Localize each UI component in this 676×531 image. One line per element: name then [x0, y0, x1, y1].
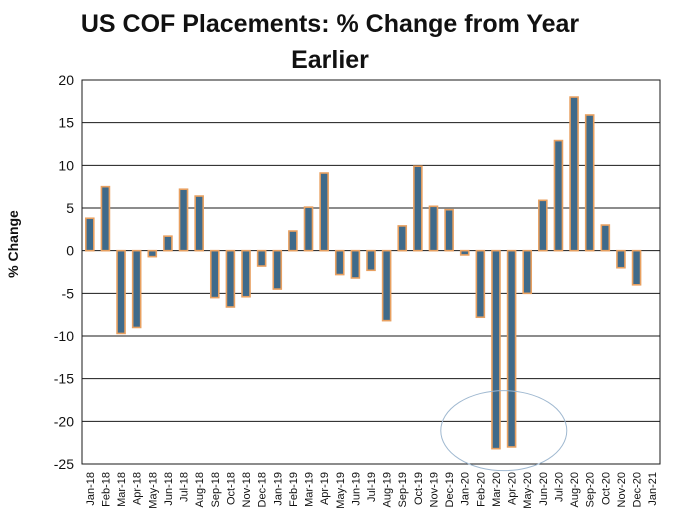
bar-oct-18 — [225, 249, 236, 308]
bar-jan-18 — [85, 217, 95, 252]
x-tick-label: Dec-20 — [632, 472, 644, 507]
bar-may-19 — [334, 249, 345, 276]
bar-sep-20 — [584, 114, 595, 252]
bar-apr-19 — [319, 172, 329, 252]
x-tick-label: Oct-19 — [413, 472, 425, 505]
bar-apr-20 — [506, 249, 517, 448]
bar-dec-20 — [631, 249, 642, 286]
y-tick-label: 0 — [66, 243, 74, 259]
x-tick-label: May-20 — [522, 472, 534, 509]
x-tick-label: Sep-19 — [397, 472, 409, 507]
bar-nov-20 — [616, 249, 626, 269]
x-tick-label: Oct-18 — [225, 472, 237, 505]
bar-may-20 — [522, 249, 533, 295]
x-tick-label: Sep-18 — [210, 472, 222, 507]
x-tick-label: Jan-19 — [272, 472, 284, 506]
x-tick-label: Jul-20 — [553, 472, 565, 502]
bar-feb-18 — [100, 185, 111, 252]
bar-jan-20 — [459, 249, 470, 256]
y-tick-label: -20 — [54, 413, 74, 429]
x-tick-label: Jun-20 — [538, 472, 550, 506]
x-tick-label: Jan-20 — [460, 472, 472, 506]
bar-jun-20 — [538, 199, 548, 252]
plot-frame — [81, 79, 661, 465]
x-tick-label: Jan-18 — [85, 472, 97, 506]
bar-mar-19 — [303, 206, 314, 252]
y-tick-label: 10 — [58, 157, 74, 173]
bar-nov-18 — [241, 249, 251, 298]
x-tick-label: Feb-18 — [100, 472, 112, 507]
bar-apr-18 — [131, 249, 142, 329]
bar-feb-20 — [475, 249, 486, 319]
x-tick-label: Mar-18 — [116, 472, 128, 507]
x-tick-label: Aug-20 — [569, 472, 581, 507]
bar-jul-18 — [178, 188, 189, 252]
bar-jul-20 — [553, 139, 564, 252]
bar-aug-18 — [194, 195, 204, 252]
bar-may-18 — [147, 249, 158, 258]
x-tick-label: Mar-19 — [304, 472, 316, 507]
x-tick-labels: Jan-18 Feb-18 Mar-18 Apr-18 May-18 Jun-18 Jul-… — [85, 472, 659, 509]
bar-dec-18 — [256, 249, 267, 267]
y-tick-label: -15 — [54, 371, 74, 387]
bar-aug-19 — [381, 249, 392, 322]
bar-aug-20 — [569, 96, 579, 252]
x-tick-label: Apr-20 — [507, 472, 519, 505]
x-tick-label: Jul-18 — [179, 472, 191, 502]
bar-jun-19 — [350, 249, 361, 279]
x-tick-label: May-19 — [335, 472, 347, 509]
highlight-ellipse — [440, 390, 568, 472]
x-tick-label: Jun-18 — [163, 472, 175, 506]
bar-jan-19 — [272, 249, 283, 290]
bar-oct-19 — [413, 165, 423, 252]
bar-mar-20 — [491, 249, 501, 450]
x-tick-label: Feb-20 — [475, 472, 487, 507]
chart-title-line-2: Earlier — [291, 46, 369, 74]
x-tick-label: Aug-19 — [382, 472, 394, 507]
x-tick-label: Jul-19 — [366, 472, 378, 502]
x-tick-label: Oct-20 — [600, 472, 612, 505]
y-tick-label: -25 — [54, 456, 74, 472]
x-tick-label: Dec-19 — [444, 472, 456, 507]
x-tick-label: Dec-18 — [257, 472, 269, 507]
y-tick-label: 5 — [66, 200, 74, 216]
x-tick-label: Jan-21 — [647, 472, 659, 506]
x-tick-label: Nov-19 — [428, 472, 440, 507]
chart-title-line-1: US COF Placements: % Change from Year — [80, 10, 580, 38]
x-tick-label: Sep-20 — [585, 472, 597, 507]
bars — [85, 96, 642, 450]
x-tick-label: Nov-18 — [241, 472, 253, 507]
y-tick-label: -10 — [54, 328, 74, 344]
bar-mar-18 — [116, 249, 126, 335]
x-tick-label: May-18 — [147, 472, 159, 509]
bar-nov-19 — [428, 205, 439, 252]
y-tick-labels: 20 15 10 5 0 -5 -10 -15 -20 -25 — [54, 72, 74, 472]
bar-oct-20 — [600, 224, 611, 252]
bar-sep-18 — [209, 249, 220, 299]
bar-feb-19 — [288, 230, 298, 252]
x-tick-label: Jun-19 — [350, 472, 362, 506]
x-tick-label: Feb-19 — [288, 472, 300, 507]
bar-dec-19 — [444, 208, 454, 252]
y-tick-label: -5 — [62, 285, 75, 301]
x-tick-label: Mar-20 — [491, 472, 503, 507]
y-axis-label: % Change — [5, 210, 21, 278]
x-tick-label: Apr-19 — [319, 472, 331, 505]
y-tick-label: 15 — [58, 115, 74, 131]
bar-jun-18 — [163, 235, 173, 252]
bar-sep-19 — [397, 225, 408, 252]
x-tick-label: Aug-18 — [194, 472, 206, 507]
x-tick-label: Apr-18 — [132, 472, 144, 505]
gridlines — [82, 79, 660, 465]
bar-jul-19 — [366, 249, 376, 272]
x-tick-label: Nov-20 — [616, 472, 628, 507]
chart-title: US COF Placements: % Change from Year Ea… — [40, 6, 620, 78]
y-tick-label: 20 — [58, 72, 74, 88]
